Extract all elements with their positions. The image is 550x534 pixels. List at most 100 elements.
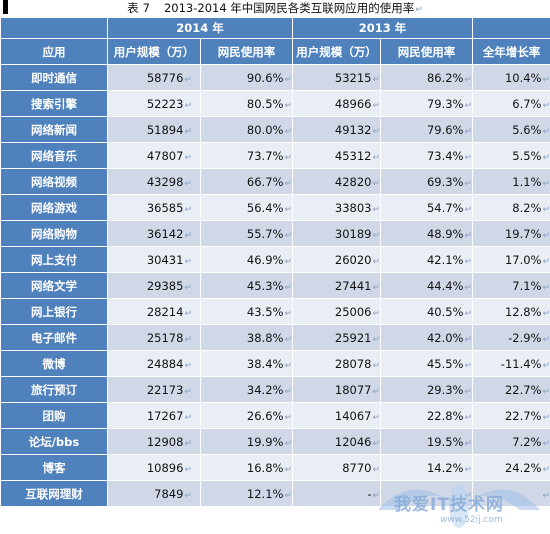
users-2014-cell-value: 7849 (154, 486, 184, 501)
users-2013-cell-value: 14067 (334, 408, 372, 423)
users-2013-cell-value: 49132 (334, 122, 372, 137)
growth-cell: 10.4%↵ (472, 64, 550, 91)
growth-cell: 7.1%↵ (472, 272, 550, 299)
rate-2014-cell-value: 73.7% (246, 148, 284, 163)
rate-2013-cell: 44.4%↵ (380, 272, 474, 299)
growth-cell-value: 6.7% (512, 96, 542, 111)
users-2014-cell-value: 12908 (146, 434, 184, 449)
paragraph-mark-icon: ↵ (284, 308, 293, 319)
paragraph-mark-icon: ↵ (372, 490, 381, 501)
rate-2013-cell-value: 48.9% (426, 226, 464, 241)
paragraph-mark-icon: ↵ (372, 412, 381, 423)
paragraph-mark-icon: ↵ (372, 74, 381, 85)
users-2014-cell-value: 36585 (146, 200, 184, 215)
users-2013-cell: 42820↵ (292, 168, 382, 195)
users-2014-cell-value: 24884 (146, 356, 184, 371)
paragraph-mark-icon: ↵ (372, 100, 381, 111)
paragraph-mark-icon: ↵ (184, 282, 192, 293)
table-row: 博客 10896↵ 16.8%↵ 8770↵ 14.2%↵ 24.2%↵ (0, 454, 550, 481)
paragraph-mark-icon: ↵ (184, 386, 192, 397)
rate-2013-cell: 54.7%↵ (380, 194, 474, 221)
users-2013-cell-value: 27441 (334, 278, 372, 293)
rate-2013-cell: 42.1%↵ (380, 246, 474, 273)
users-2014-cell: 17267↵ (107, 402, 201, 429)
rate-2014-cell-value: 43.5% (246, 304, 284, 319)
growth-cell: 17.0%↵ (472, 246, 550, 273)
users-2013-cell-value: 12046 (334, 434, 372, 449)
growth-cell-value: -2.9% (508, 330, 542, 345)
paragraph-mark-icon: ↵ (464, 126, 473, 137)
users-2014-cell-value: 30431 (146, 252, 184, 267)
rate-2014-cell: 80.5%↵ (199, 90, 294, 117)
users-2014-cell-value: 52223 (146, 96, 184, 111)
header-users-2013: 用户规模（万） (292, 38, 382, 65)
rate-2013-cell: 79.6%↵ (380, 116, 474, 143)
paragraph-mark-icon: ↵ (464, 74, 473, 85)
growth-cell-value: 7.1% (512, 278, 542, 293)
rate-2014-cell-value: 38.8% (246, 330, 284, 345)
rate-2013-cell-value: 22.8% (426, 408, 464, 423)
paragraph-mark-icon: ↵ (284, 360, 293, 371)
users-2014-cell-value: 17267 (146, 408, 184, 423)
paragraph-mark-icon: ↵ (542, 74, 550, 85)
users-2013-cell: 28078↵ (292, 350, 382, 377)
growth-cell: 6.7%↵ (472, 90, 550, 117)
paragraph-mark-icon: ↵ (184, 126, 192, 137)
row-app-name: 网络文学 (0, 272, 108, 299)
paragraph-mark-icon: ↵ (542, 386, 550, 397)
users-2014-cell-value: 58776 (146, 70, 184, 85)
table-row: 网络视频 43298↵ 66.7%↵ 42820↵ 69.3%↵ 1.1%↵ (0, 168, 550, 195)
paragraph-mark-icon: ↵ (464, 360, 473, 371)
table-row: 网络游戏 36585↵ 56.4%↵ 33803↵ 54.7%↵ 8.2%↵ (0, 194, 550, 221)
paragraph-mark-icon: ↵ (464, 308, 473, 319)
rate-2013-cell-value: 73.4% (426, 148, 464, 163)
rate-2014-cell-value: 34.2% (246, 382, 284, 397)
rate-2014-cell: 46.9%↵ (199, 246, 294, 273)
rate-2014-cell-value: 19.9% (246, 434, 284, 449)
users-2013-cell: 25921↵ (292, 324, 382, 351)
users-2014-cell: 52223↵ (107, 90, 201, 117)
paragraph-mark-icon: ↵ (284, 464, 293, 475)
users-2014-cell: 36585↵ (107, 194, 201, 221)
paragraph-mark-icon: ↵ (542, 334, 550, 345)
table-row: 网络文学 29385↵ 45.3%↵ 27441↵ 44.4%↵ 7.1%↵ (0, 272, 550, 299)
paragraph-mark-icon: ↵ (284, 204, 293, 215)
paragraph-mark-icon: ↵ (542, 412, 550, 423)
users-2014-cell-value: 22173 (146, 382, 184, 397)
growth-cell: 19.7%↵ (472, 220, 550, 247)
paragraph-mark-icon: ↵ (464, 100, 473, 111)
rate-2014-cell-value: 12.1% (246, 486, 284, 501)
growth-cell-value: 5.5% (512, 148, 542, 163)
users-2013-cell: 27441↵ (292, 272, 382, 299)
rate-2013-cell-value: 29.3% (426, 382, 464, 397)
growth-cell-value: 17.0% (504, 252, 542, 267)
table-row: 论坛/bbs 12908↵ 19.9%↵ 12046↵ 19.5%↵ 7.2%↵ (0, 428, 550, 455)
users-2014-cell: 25178↵ (107, 324, 201, 351)
table-row: 电子邮件 25178↵ 38.8%↵ 25921↵ 42.0%↵ -2.9%↵ (0, 324, 550, 351)
header-growth: 全年增长率 (472, 38, 550, 65)
paragraph-mark-icon: ↵ (464, 152, 473, 163)
header-empty-cell (0, 17, 108, 39)
growth-cell: 8.2%↵ (472, 194, 550, 221)
rate-2014-cell: 12.1%↵ (199, 480, 294, 507)
paragraph-mark-icon: ↵ (464, 282, 473, 293)
growth-cell-value: 22.7% (504, 382, 542, 397)
paragraph-mark-icon: ↵ (284, 490, 293, 501)
paragraph-mark-icon: ↵ (372, 282, 381, 293)
row-app-name: 网络视频 (0, 168, 108, 195)
rate-2013-cell-value: 79.6% (426, 122, 464, 137)
paragraph-mark-icon: ↵ (372, 256, 381, 267)
paragraph-mark-icon: ↵ (542, 438, 550, 449)
growth-cell: 22.7%↵ (472, 376, 550, 403)
paragraph-mark-icon: ↵ (542, 282, 550, 293)
users-2013-cell: 25006↵ (292, 298, 382, 325)
paragraph-mark-icon: ↵ (372, 178, 381, 189)
paragraph-mark-icon: ↵ (542, 152, 550, 163)
rate-2013-cell-value: 54.7% (426, 200, 464, 215)
row-app-name: 网络音乐 (0, 142, 108, 169)
users-2014-cell-value: 43298 (146, 174, 184, 189)
growth-cell-value: 22.7% (504, 408, 542, 423)
header-rate-2013: 网民使用率 (380, 38, 474, 65)
paragraph-mark-icon: ↵ (464, 178, 473, 189)
users-2013-cell: -↵ (292, 480, 382, 507)
